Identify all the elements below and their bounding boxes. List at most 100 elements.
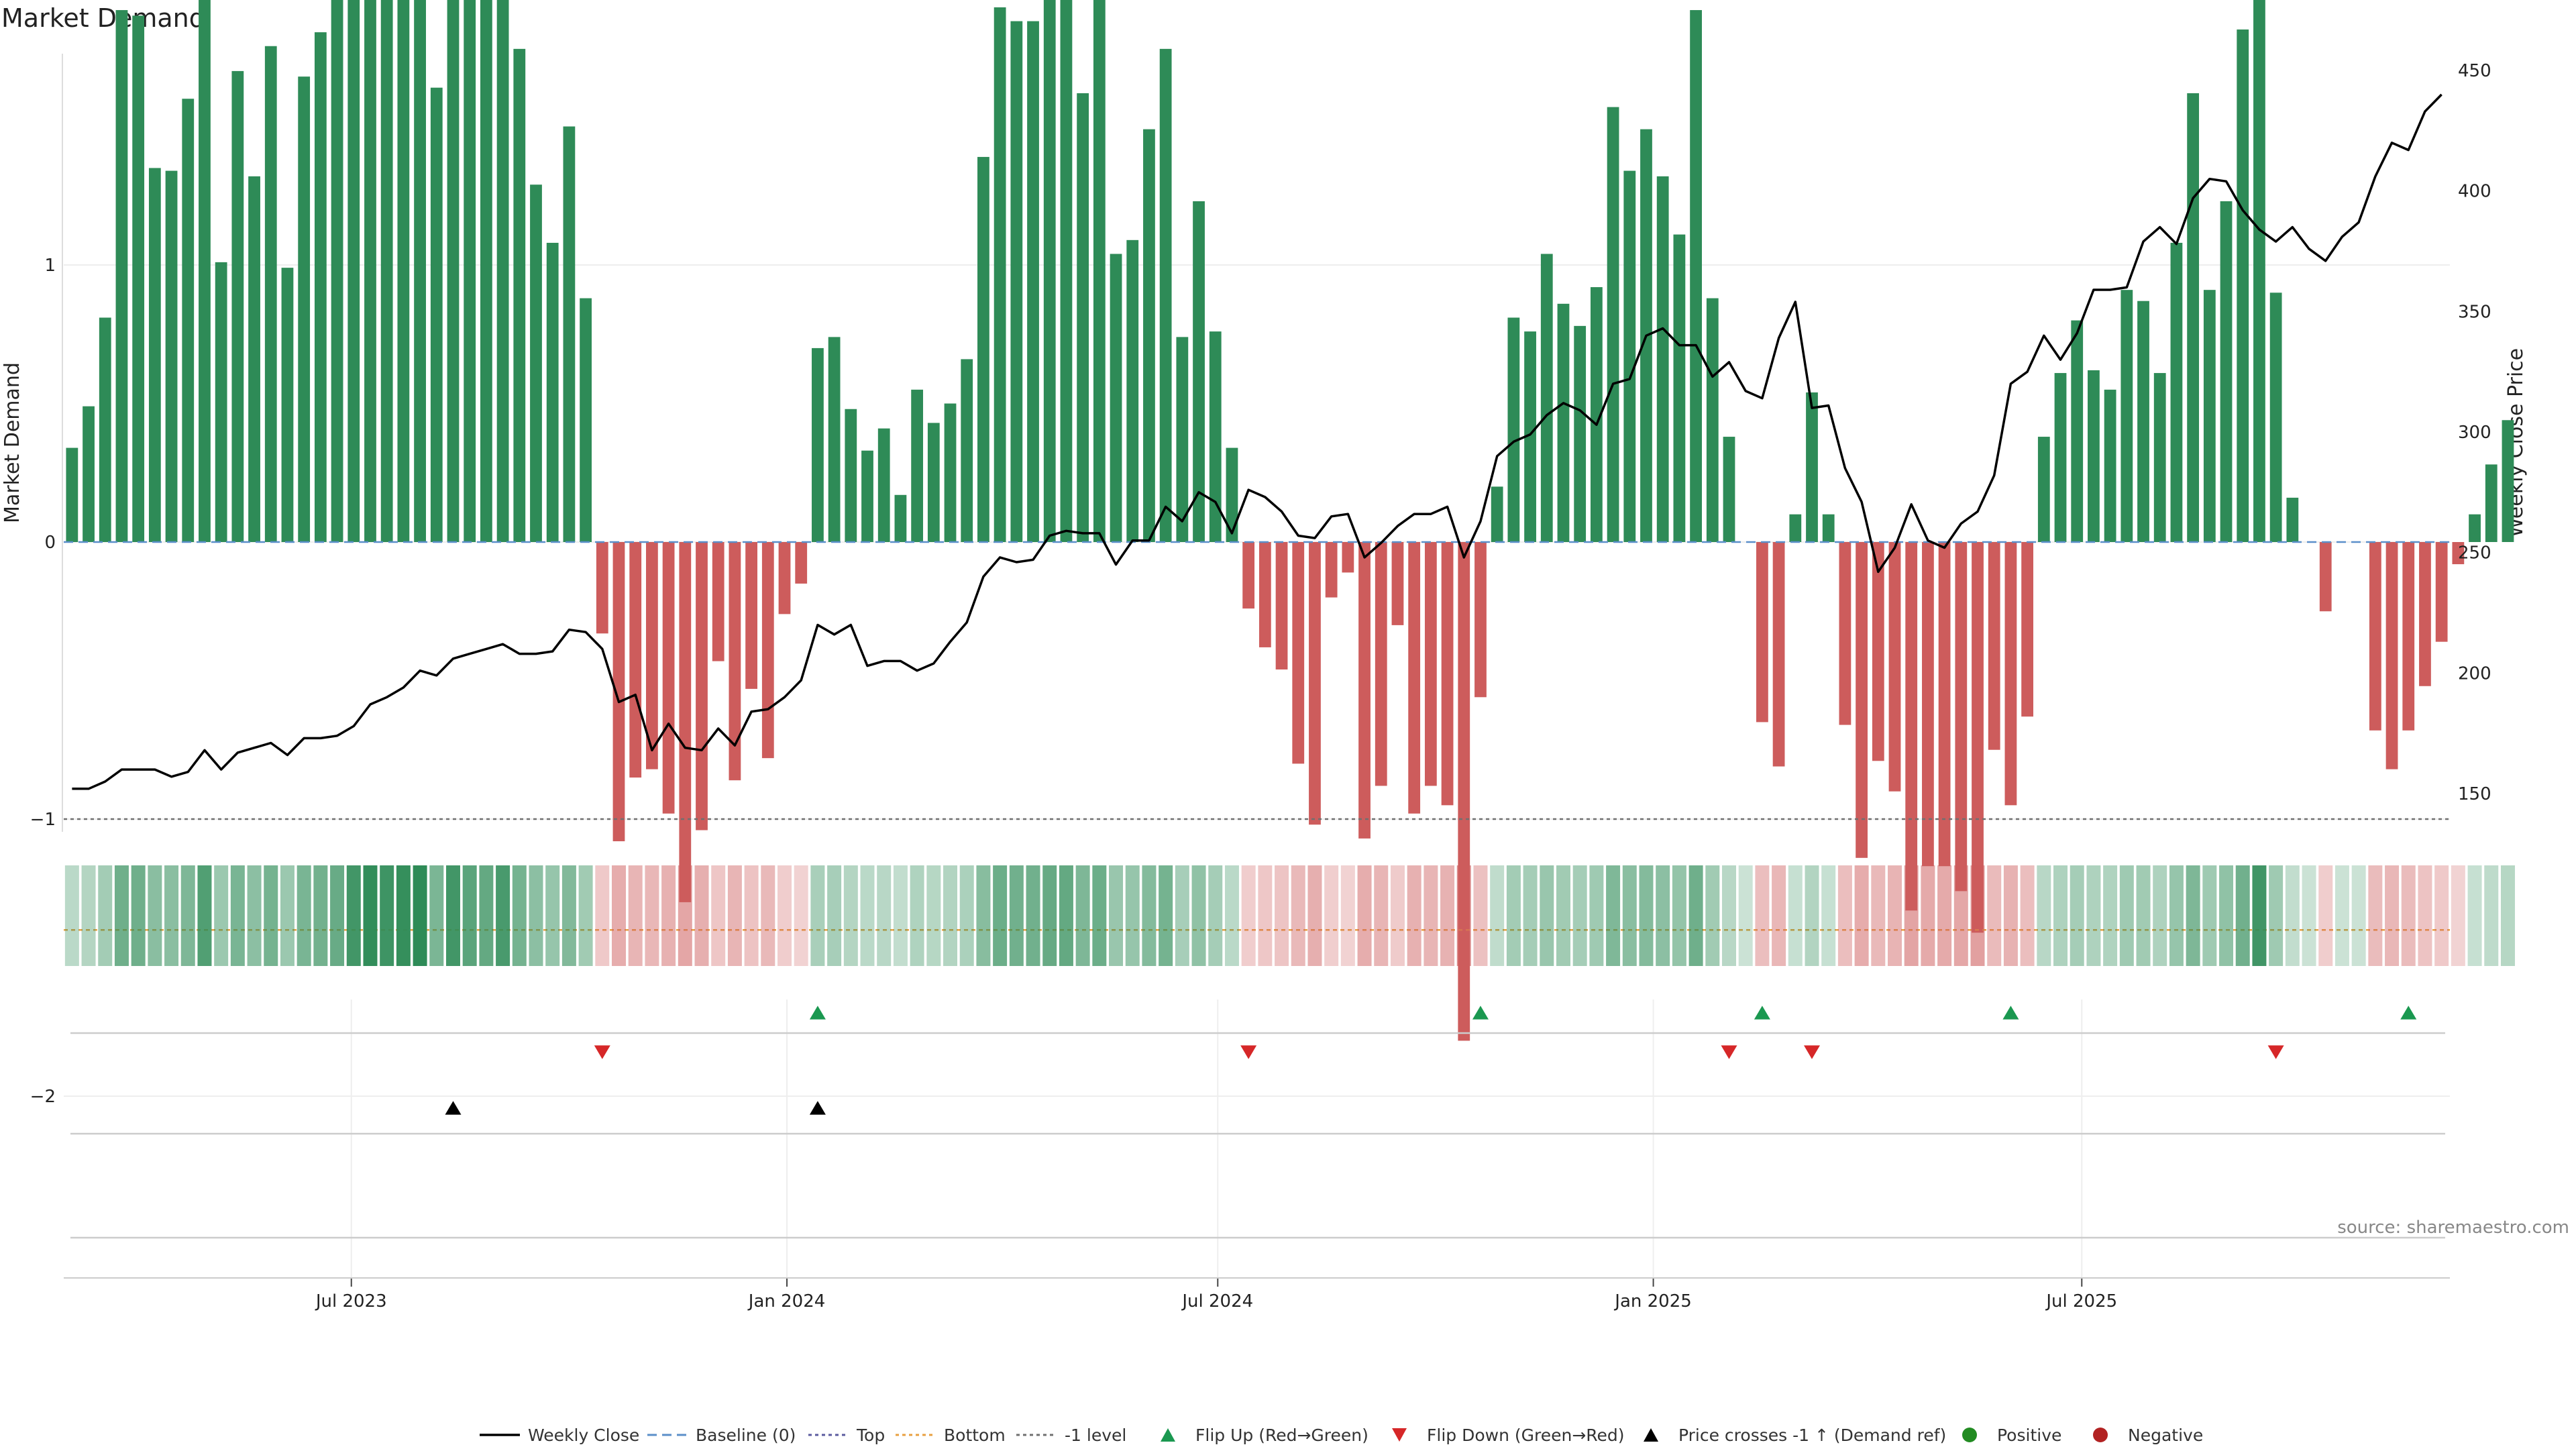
demand-bar [182,99,195,542]
demand-bar [132,15,145,543]
demand-bar [1789,514,1802,542]
heat-cell [1009,865,1024,966]
demand-bar [2088,370,2100,542]
heat-cell [462,865,477,966]
heat-cell [81,865,96,966]
demand-bar [1441,542,1454,806]
demand-bar [994,7,1006,543]
demand-bar [148,168,161,542]
axis-ticks: −2−10123150200250300350400450 [30,61,2491,1107]
legend-swatch [1644,1428,1658,1442]
heat-cell [678,865,692,966]
flip-up-marker [1472,1006,1489,1020]
demand-bar [696,542,708,830]
heat-cell [2318,865,2333,966]
flip-down-marker [1803,1045,1820,1059]
demand-bar [2253,0,2265,543]
demand-bar [1258,542,1271,647]
demand-bar [2071,320,2084,542]
flip-down-marker [2267,1045,2284,1059]
heat-cell [1275,865,1289,966]
heat-cell [1291,865,1305,966]
legend-label: -1 level [1065,1426,1126,1445]
heat-cell [131,865,146,966]
demand-bar [795,542,808,584]
demand-bar [977,156,989,542]
heat-cell [810,865,825,966]
heat-cell [2103,865,2118,966]
chart-title: Market Demand [1,3,205,33]
y2-tick-label: 400 [2458,182,2491,202]
heat-cell [959,865,974,966]
demand-bar [596,542,608,634]
demand-bar [1093,0,1106,542]
heat-cell [363,865,378,966]
heat-cell [2003,865,2018,966]
demand-bar [1507,317,1520,542]
heat-cell [1224,865,1239,966]
flip-up-marker [2002,1006,2019,1020]
x-tick-label: Jan 2025 [1613,1291,1692,1311]
demand-bar [2319,542,2332,612]
heat-cell [380,865,394,966]
demand-bar [911,389,924,542]
demand-bar [2286,497,2299,542]
demand-bar [2385,542,2398,769]
heat-cell [694,865,709,966]
demand-bar [894,494,907,542]
demand-bar [1159,48,1172,543]
demand-bar [1623,170,1636,542]
weekly-close-line [72,93,2443,790]
heat-cell [1755,865,1770,966]
heat-cell [330,865,345,966]
demand-bar [1077,93,1089,542]
demand-bar [2469,514,2481,542]
demand-bar [1574,325,1587,542]
heat-cell [1092,865,1107,966]
demand-bar [1673,234,1686,542]
heat-cell [1721,865,1736,966]
demand-bar [1772,542,1785,767]
demand-bar [2502,420,2514,542]
heat-cell [1805,865,1819,966]
heat-cell [744,865,759,966]
heat-cell [1175,865,1189,966]
demand-bar [612,542,625,842]
y2-tick-label: 200 [2458,663,2491,684]
legend-swatch [2093,1428,2108,1442]
demand-bar [414,0,426,542]
heat-cell [1656,865,1670,966]
heat-cell [114,865,129,966]
heat-cell [1506,865,1521,966]
heat-cell [1142,865,1157,966]
demand-bar [480,0,492,542]
source-note: source: sharemaestro.com [2337,1218,2569,1238]
demand-bar [464,0,476,542]
heat-cell [2053,865,2068,966]
demand-bar [712,542,724,661]
heat-cell [611,865,626,966]
heat-cell [2484,865,2499,966]
y2-tick-label: 250 [2458,543,2491,564]
demand-bar [679,542,692,902]
heat-cell [1854,865,1869,966]
heat-cell [529,865,543,966]
x-tick-label: Jul 2023 [315,1291,387,1311]
heat-cell [777,865,792,966]
price-cross-marker [809,1101,826,1115]
demand-bar [1143,129,1155,542]
demand-bar [513,48,526,543]
demand-bar [1656,176,1669,543]
heat-cell [264,865,278,966]
y-tick-label: 1 [44,256,56,276]
legend-label: Positive [1997,1426,2061,1445]
heat-cell [2351,865,2366,966]
heat-cell [1191,865,1206,966]
heat-cell [1208,865,1223,966]
heat-cell [512,865,527,966]
heat-cell [1540,865,1554,966]
demand-bar [1474,542,1487,698]
legend-swatch [1962,1428,1977,1442]
flip-up-marker [2400,1006,2417,1020]
heat-cell [230,865,245,966]
